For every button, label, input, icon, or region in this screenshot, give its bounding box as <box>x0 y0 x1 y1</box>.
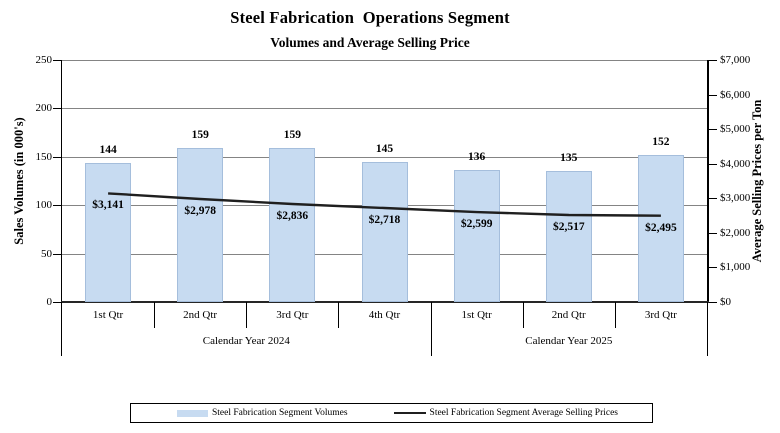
volume-bar <box>85 162 132 302</box>
left-axis-tick-label: 200 <box>35 102 53 115</box>
right-axis-tick <box>708 198 717 200</box>
year-label: Calendar Year 2025 <box>525 335 613 347</box>
right-axis-tick-label: $7,000 <box>720 54 751 66</box>
quarter-separator <box>614 302 616 328</box>
bottom-axis-line <box>60 301 709 303</box>
right-axis-tick-label: $2,000 <box>720 226 751 239</box>
year-label: Calendar Year 2024 <box>202 335 290 347</box>
volume-bar <box>269 148 316 302</box>
price-value-label: $2,718 <box>368 214 401 226</box>
quarter-label: 3rd Qtr <box>644 309 677 321</box>
left-axis-tick <box>52 60 61 61</box>
chart-title: Steel Fabrication Operations Segment <box>230 8 510 27</box>
gridline <box>62 156 707 158</box>
right-axis-tick <box>708 232 717 234</box>
volume-value-label: 144 <box>99 143 117 156</box>
volume-value-label: 135 <box>560 152 578 165</box>
left-axis-tick-label: 0 <box>46 296 53 308</box>
plot-area: 144 159 159 145 136 135 152 $3,141 $2,978 $2,836 $… <box>62 60 707 302</box>
volume-bar <box>453 170 500 302</box>
quarter-label: 3rd Qtr <box>276 309 309 321</box>
volume-bar <box>545 171 592 302</box>
price-value-label: $2,978 <box>184 205 217 217</box>
legend-volumes-label: Steel Fabrication Segment Volumes <box>212 408 348 418</box>
volume-value-label: 136 <box>468 151 486 164</box>
volume-value-label: 152 <box>652 135 670 148</box>
right-axis-tick <box>708 302 717 303</box>
price-value-label: $3,141 <box>92 199 124 212</box>
quarter-separator <box>246 302 248 328</box>
quarter-label: 1st Qtr <box>92 309 124 321</box>
gridline <box>62 60 707 61</box>
year-separator <box>430 302 432 356</box>
price-value-label: $2,517 <box>552 221 585 233</box>
quarter-label: 4th Qtr <box>368 309 401 321</box>
price-line <box>108 192 661 217</box>
volume-bar <box>177 148 224 302</box>
left-axis-tick <box>52 302 61 303</box>
right-axis-tick <box>708 129 717 131</box>
right-axis-tick-label: $1,000 <box>720 261 751 274</box>
left-axis-tick-label: 100 <box>35 199 53 212</box>
left-axis-tick-label: 250 <box>35 54 53 66</box>
price-value-label: $2,599 <box>460 218 493 231</box>
price-value-label: $2,836 <box>276 210 309 222</box>
gridline <box>62 108 707 110</box>
volume-bar <box>361 161 408 302</box>
right-axis-tick-label: $6,000 <box>720 88 751 101</box>
quarter-label: 1st Qtr <box>461 309 492 321</box>
legend-item-prices: Steel Fabrication Segment Average Sellin… <box>393 408 619 418</box>
price-value-label: $2,495 <box>645 221 677 234</box>
quarter-label: 2nd Qtr <box>551 309 586 321</box>
volume-value-label: 145 <box>375 142 394 155</box>
legend: Steel Fabrication Segment Volumes Steel … <box>130 403 653 423</box>
quarter-separator <box>338 302 340 328</box>
chart-subtitle: Volumes and Average Selling Price <box>270 35 470 50</box>
right-axis-tick-label: $3,000 <box>720 192 751 205</box>
year-separator <box>706 302 708 356</box>
quarter-separator <box>522 302 524 328</box>
quarter-separator <box>154 302 156 328</box>
quarter-label: 2nd Qtr <box>183 309 218 321</box>
left-axis-tick <box>52 253 61 255</box>
right-axis-tick <box>708 267 717 269</box>
left-axis-tick-label: 50 <box>41 247 52 260</box>
left-axis-tick <box>52 108 61 110</box>
right-axis-tick-label: $5,000 <box>720 123 751 136</box>
volume-value-label: 159 <box>191 129 209 142</box>
right-axis-line <box>707 60 709 302</box>
right-axis-tick-label: $0 <box>720 296 731 308</box>
left-axis-title: Sales Volumes (in 000's) <box>12 117 26 245</box>
x-axis: 1st Qtr 2nd Qtr 3rd Qtr 4th Qtr 1st Qtr 2nd Q… <box>61 302 708 356</box>
left-axis-tick-label: 150 <box>35 150 53 163</box>
left-axis-tick <box>52 156 61 158</box>
volume-value-label: 159 <box>283 129 301 142</box>
legend-item-volumes: Steel Fabrication Segment Volumes <box>177 408 348 418</box>
price-line-path <box>108 192 661 217</box>
volume-bar <box>637 154 684 302</box>
year-separator <box>61 302 62 356</box>
right-axis-tick <box>708 94 717 96</box>
legend-prices-label: Steel Fabrication Segment Average Sellin… <box>429 408 619 418</box>
price-line-swatch-icon <box>393 412 426 414</box>
right-axis-tick-label: $4,000 <box>720 157 751 170</box>
right-axis-tick <box>708 60 717 61</box>
volume-bar-swatch-icon <box>177 409 208 417</box>
left-axis-line <box>60 60 62 302</box>
right-axis-tick <box>708 163 717 165</box>
left-axis-tick <box>52 205 61 207</box>
